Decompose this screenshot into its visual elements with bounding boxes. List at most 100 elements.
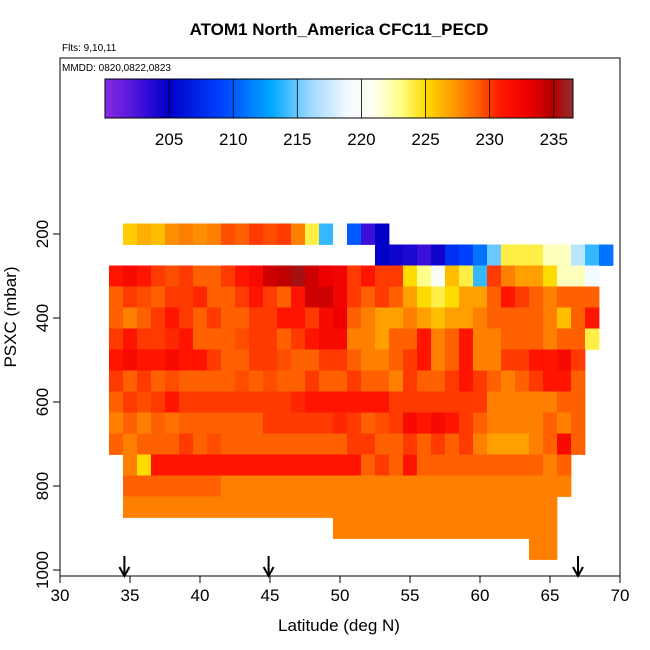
colorbar-segment bbox=[480, 79, 484, 118]
heatmap-cell bbox=[529, 307, 544, 329]
heatmap-cell bbox=[277, 286, 292, 308]
heatmap-cell bbox=[445, 391, 460, 413]
heatmap-cell bbox=[179, 223, 194, 245]
colorbar-segment bbox=[502, 79, 507, 118]
heatmap-cell bbox=[277, 370, 292, 392]
colorbar-segment bbox=[185, 79, 189, 118]
heatmap-cell bbox=[137, 307, 152, 329]
colorbar-tick-label: 205 bbox=[155, 130, 183, 149]
colorbar-segment bbox=[204, 79, 209, 118]
heatmap-cell bbox=[235, 307, 250, 329]
heatmap-cell bbox=[179, 328, 194, 350]
heatmap-cell bbox=[515, 454, 530, 476]
heatmap-cell bbox=[529, 244, 544, 266]
colorbar-segment bbox=[226, 79, 231, 118]
heatmap-cell bbox=[151, 370, 166, 392]
heatmap-cell bbox=[207, 412, 222, 434]
heatmap-cell bbox=[389, 328, 404, 350]
heatmap-cell bbox=[347, 265, 362, 287]
heatmap-cell bbox=[347, 223, 362, 245]
colorbar-segment bbox=[258, 79, 263, 118]
heatmap-cell bbox=[207, 370, 222, 392]
heatmap-cell bbox=[361, 370, 376, 392]
colorbar-segment bbox=[499, 79, 503, 118]
colorbar-segment bbox=[566, 79, 571, 118]
heatmap-cell bbox=[529, 475, 544, 497]
colorbar-segment bbox=[377, 79, 382, 118]
heatmap-cell bbox=[291, 412, 306, 434]
colorbar-segment bbox=[342, 79, 346, 118]
heatmap-cell bbox=[445, 328, 460, 350]
heatmap-cell bbox=[305, 328, 320, 350]
colorbar-segment bbox=[210, 79, 215, 118]
heatmap-cell bbox=[165, 307, 180, 329]
heatmap-cell bbox=[291, 328, 306, 350]
heatmap-cell bbox=[151, 412, 166, 434]
x-tick-label: 30 bbox=[51, 586, 70, 605]
heatmap-cell bbox=[291, 286, 306, 308]
colorbar-segment bbox=[454, 79, 459, 118]
heatmap-cell bbox=[277, 265, 292, 287]
heatmap-cell bbox=[417, 475, 432, 497]
heatmap-cell bbox=[417, 307, 432, 329]
heatmap-cell bbox=[501, 433, 516, 455]
heatmap-cell bbox=[305, 496, 320, 518]
heatmap-cell bbox=[375, 412, 390, 434]
colorbar-segment bbox=[239, 79, 244, 118]
colorbar-segment bbox=[396, 79, 401, 118]
heatmap-cell bbox=[431, 391, 446, 413]
heatmap-cell bbox=[361, 496, 376, 518]
heatmap-cell bbox=[109, 370, 124, 392]
heatmap-cell bbox=[249, 328, 264, 350]
heatmap-cell bbox=[333, 391, 348, 413]
heatmap-cell bbox=[459, 328, 474, 350]
heatmap-cell bbox=[487, 328, 502, 350]
heatmap-cell bbox=[165, 223, 180, 245]
colorbar-segment bbox=[284, 79, 289, 118]
heatmap-cell bbox=[529, 454, 544, 476]
heatmap-cell bbox=[123, 433, 138, 455]
heatmap-cell bbox=[361, 433, 376, 455]
heatmap-cell bbox=[137, 349, 152, 371]
heatmap-cell bbox=[487, 433, 502, 455]
colorbar-segment bbox=[399, 79, 404, 118]
heatmap-cell bbox=[347, 433, 362, 455]
heatmap-cell bbox=[291, 391, 306, 413]
colorbar-segment bbox=[303, 79, 308, 118]
heatmap-cell bbox=[375, 496, 390, 518]
heatmap-cell bbox=[403, 265, 418, 287]
heatmap-cell bbox=[515, 286, 530, 308]
heatmap-cell bbox=[137, 496, 152, 518]
heatmap-cell bbox=[137, 223, 152, 245]
colorbar-segment bbox=[322, 79, 327, 118]
heatmap-cell bbox=[557, 433, 572, 455]
x-tick-label: 45 bbox=[261, 586, 280, 605]
heatmap-cell bbox=[123, 370, 138, 392]
heatmap-cell bbox=[263, 433, 278, 455]
y-tick-label: 1000 bbox=[33, 551, 52, 589]
heatmap-cell bbox=[165, 412, 180, 434]
heatmap-cell bbox=[487, 496, 502, 518]
heatmap-cell bbox=[193, 433, 208, 455]
colorbar-segment bbox=[230, 79, 234, 118]
heatmap-cell bbox=[291, 475, 306, 497]
colorbar-segment bbox=[290, 79, 295, 118]
heatmap-cell bbox=[123, 412, 138, 434]
x-tick-label: 65 bbox=[541, 586, 560, 605]
heatmap-cell bbox=[417, 328, 432, 350]
heatmap-cell bbox=[459, 286, 474, 308]
heatmap-cell bbox=[347, 370, 362, 392]
heatmap-cell bbox=[389, 475, 404, 497]
heatmap-cell bbox=[207, 223, 222, 245]
heatmap-cell bbox=[375, 517, 390, 539]
heatmap-cell bbox=[277, 412, 292, 434]
colorbar-segment bbox=[213, 79, 218, 118]
colorbar-segment bbox=[544, 79, 548, 118]
colorbar-segment bbox=[550, 79, 555, 118]
heatmap-cell bbox=[319, 370, 334, 392]
heatmap-cell bbox=[319, 286, 334, 308]
colorbar-segment bbox=[348, 79, 353, 118]
heatmap-cell bbox=[221, 265, 236, 287]
heatmap-cell bbox=[207, 433, 222, 455]
